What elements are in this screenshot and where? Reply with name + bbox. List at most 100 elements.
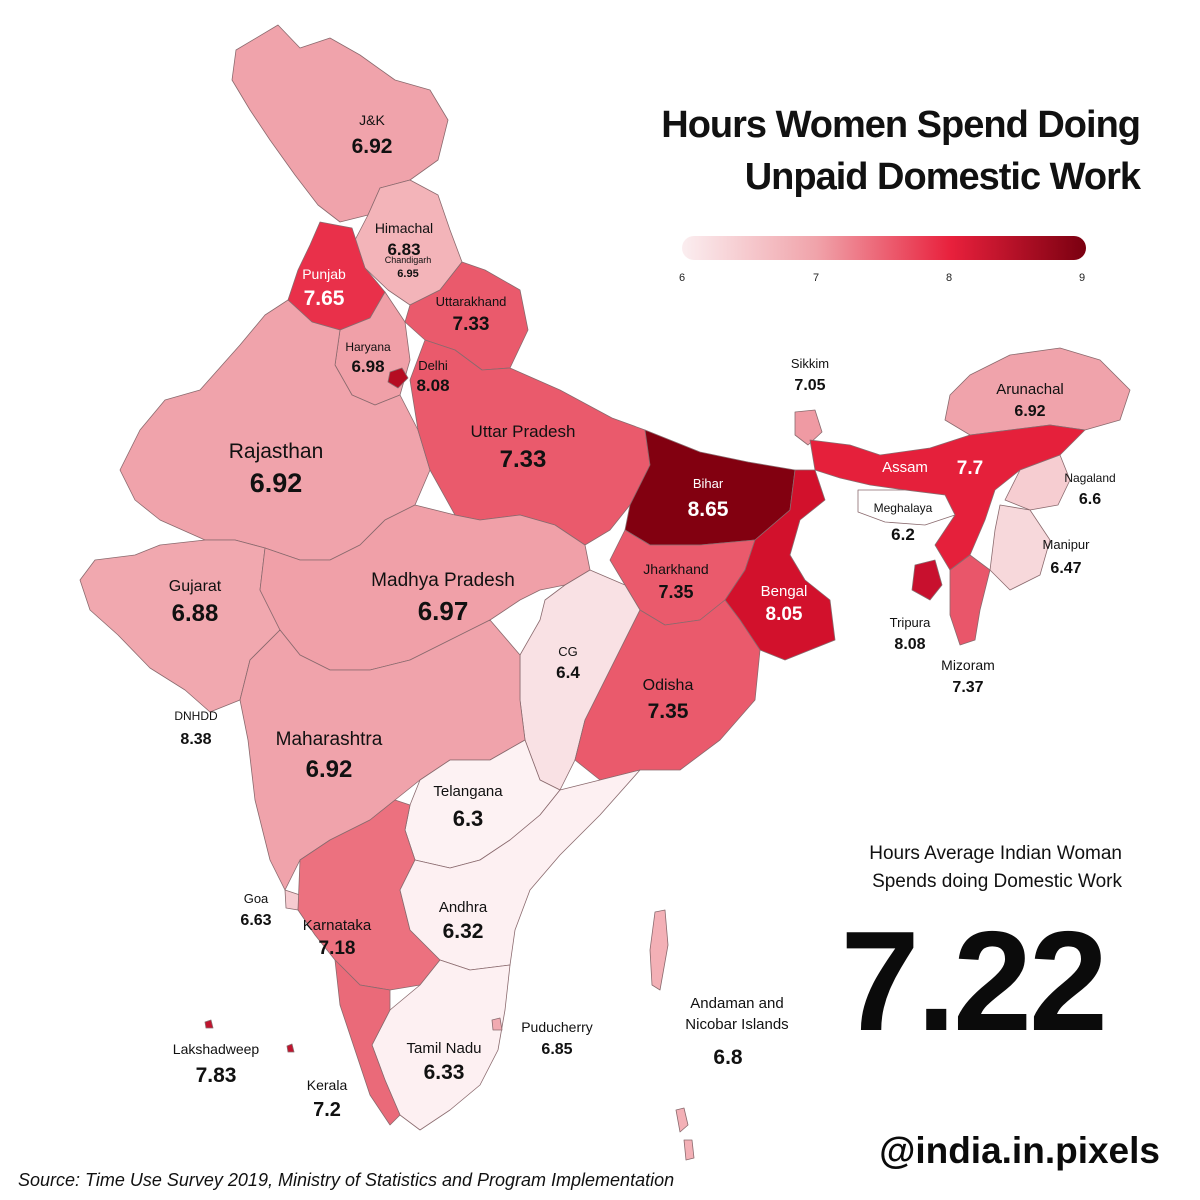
region-name-karnataka: Karnataka — [303, 917, 372, 934]
region-value-uttar-pradesh: 7.33 — [500, 446, 547, 473]
region-name-nagaland: Nagaland — [1064, 471, 1115, 485]
region-shape-kerala — [334, 959, 401, 1126]
region-shape-lakshadweep-2 — [286, 1043, 295, 1053]
legend-color-scale — [682, 236, 1086, 260]
region-value-mizoram: 7.37 — [952, 679, 983, 696]
region-name-tripura: Tripura — [890, 615, 931, 630]
average-label-line-2: Spends doing Domestic Work — [872, 871, 1122, 892]
average-value: 7.22 — [840, 902, 1108, 1061]
average-label-line-1: Hours Average Indian Woman — [869, 843, 1122, 864]
region-name-telangana: Telangana — [433, 783, 503, 800]
region-value-rajasthan: 6.92 — [250, 468, 303, 498]
region-name-andaman-and: Andaman and — [690, 995, 783, 1012]
region-shape-odisha — [574, 599, 761, 781]
region-value-tripura: 8.08 — [894, 636, 925, 653]
region-shape-meghalaya — [857, 489, 956, 526]
region-name-uttar-pradesh: Uttar Pradesh — [471, 422, 576, 441]
region-name-nicobar-islands: Nicobar Islands — [685, 1016, 788, 1033]
region-name-mizoram: Mizoram — [941, 657, 995, 673]
region-shape-andaman-2 — [675, 1107, 689, 1133]
region-value-madhya-pradesh: 6.97 — [418, 596, 469, 626]
region-shape-manipur — [989, 504, 1051, 591]
region-name-haryana: Haryana — [345, 340, 391, 354]
title-line-1: Hours Women Spend Doing — [661, 104, 1141, 146]
region-shape-andhra — [399, 769, 641, 971]
region-name-chandigarh: Chandigarh — [385, 255, 432, 265]
region-value-kerala: 7.2 — [313, 1099, 341, 1121]
region-name-jharkhand: Jharkhand — [643, 561, 708, 577]
region-name-manipur: Manipur — [1043, 537, 1091, 552]
region-shape-delhi — [387, 367, 409, 389]
region-name-rajasthan: Rajasthan — [229, 440, 324, 463]
region-name-j-k: J&K — [359, 112, 385, 128]
region-value-haryana: 6.98 — [351, 357, 384, 376]
region-value-telangana: 6.3 — [453, 806, 484, 831]
region-value-bengal: 8.05 — [766, 604, 803, 625]
region-value-dnhdd: 8.38 — [180, 731, 211, 748]
source-note: Source: Time Use Survey 2019, Ministry o… — [18, 1170, 675, 1190]
social-handle: @india.in.pixels — [879, 1130, 1160, 1171]
legend-tick-9: 9 — [1078, 272, 1086, 284]
region-value-jharkhand: 7.35 — [658, 582, 693, 602]
region-value-himachal: 6.83 — [387, 240, 420, 259]
region-name-arunachal: Arunachal — [996, 381, 1064, 398]
region-value-goa: 6.63 — [240, 912, 271, 929]
region-value-andhra: 6.32 — [443, 920, 484, 943]
region-value-meghalaya: 6.2 — [891, 525, 915, 544]
region-shape-bengal — [724, 469, 836, 661]
region-name-puducherry: Puducherry — [521, 1019, 593, 1035]
region-name-tamil-nadu: Tamil Nadu — [406, 1040, 481, 1057]
region-value-lakshadweep: 7.83 — [196, 1064, 237, 1087]
region-name-dnhdd: DNHDD — [174, 709, 218, 723]
legend-tick-8: 8 — [945, 272, 953, 284]
region-value-sikkim: 7.05 — [794, 377, 825, 394]
region-value-j-k: 6.92 — [352, 135, 393, 158]
region-shape-up — [409, 339, 651, 546]
region-value-cg: 6.4 — [556, 663, 580, 682]
region-name-bihar: Bihar — [693, 476, 724, 491]
region-value-uttarakhand: 7.33 — [453, 314, 490, 335]
region-name-himachal: Himachal — [375, 220, 433, 236]
region-value-nagaland: 6.6 — [1079, 491, 1101, 508]
region-name-sikkim: Sikkim — [791, 356, 829, 371]
region-name-madhya-pradesh: Madhya Pradesh — [371, 570, 515, 591]
region-value-bihar: 8.65 — [688, 498, 729, 521]
region-value-punjab: 7.65 — [304, 287, 345, 310]
region-shape-nagaland — [1004, 454, 1071, 511]
region-shape-tripura — [911, 559, 943, 601]
average-label: Hours Average Indian Woman Spends doing … — [792, 840, 1122, 896]
region-shape-andaman-1 — [649, 909, 669, 991]
region-value-andaman: 6.8 — [713, 1046, 743, 1069]
region-value-chandigarh: 6.95 — [397, 268, 418, 280]
region-shape-puducherry — [491, 1017, 503, 1031]
region-name-uttarakhand: Uttarakhand — [436, 294, 507, 309]
region-value-gujarat: 6.88 — [172, 600, 219, 627]
region-shape-cg — [519, 569, 641, 791]
region-value-tamil-nadu: 6.33 — [424, 1061, 465, 1084]
region-name-meghalaya: Meghalaya — [874, 501, 933, 515]
region-value-puducherry: 6.85 — [541, 1041, 572, 1058]
region-value-arunachal: 6.92 — [1014, 403, 1045, 420]
region-value-manipur: 6.47 — [1050, 560, 1081, 577]
region-shape-lakshadweep-1 — [204, 1019, 214, 1029]
region-value-maharashtra: 6.92 — [306, 756, 353, 783]
region-name-bengal: Bengal — [761, 583, 808, 600]
region-name-punjab: Punjab — [302, 266, 346, 282]
region-name-delhi: Delhi — [418, 358, 448, 373]
region-value-odisha: 7.35 — [648, 700, 689, 723]
legend-tick-7: 7 — [812, 272, 820, 284]
region-name-andhra: Andhra — [439, 899, 488, 916]
region-name-assam: Assam — [882, 459, 928, 476]
region-name-maharashtra: Maharashtra — [276, 729, 383, 750]
region-shape-andaman-3 — [683, 1139, 695, 1161]
region-name-kerala: Kerala — [307, 1077, 348, 1093]
region-name-lakshadweep: Lakshadweep — [173, 1041, 260, 1057]
region-value-delhi: 8.08 — [416, 376, 449, 395]
region-shape-assam — [809, 424, 1086, 571]
title-line-2: Unpaid Domestic Work — [744, 156, 1141, 198]
region-value-assam: 7.7 — [957, 458, 983, 479]
region-shape-mizoram — [949, 554, 991, 646]
region-name-gujarat: Gujarat — [169, 578, 222, 595]
region-value-karnataka: 7.18 — [319, 938, 356, 959]
